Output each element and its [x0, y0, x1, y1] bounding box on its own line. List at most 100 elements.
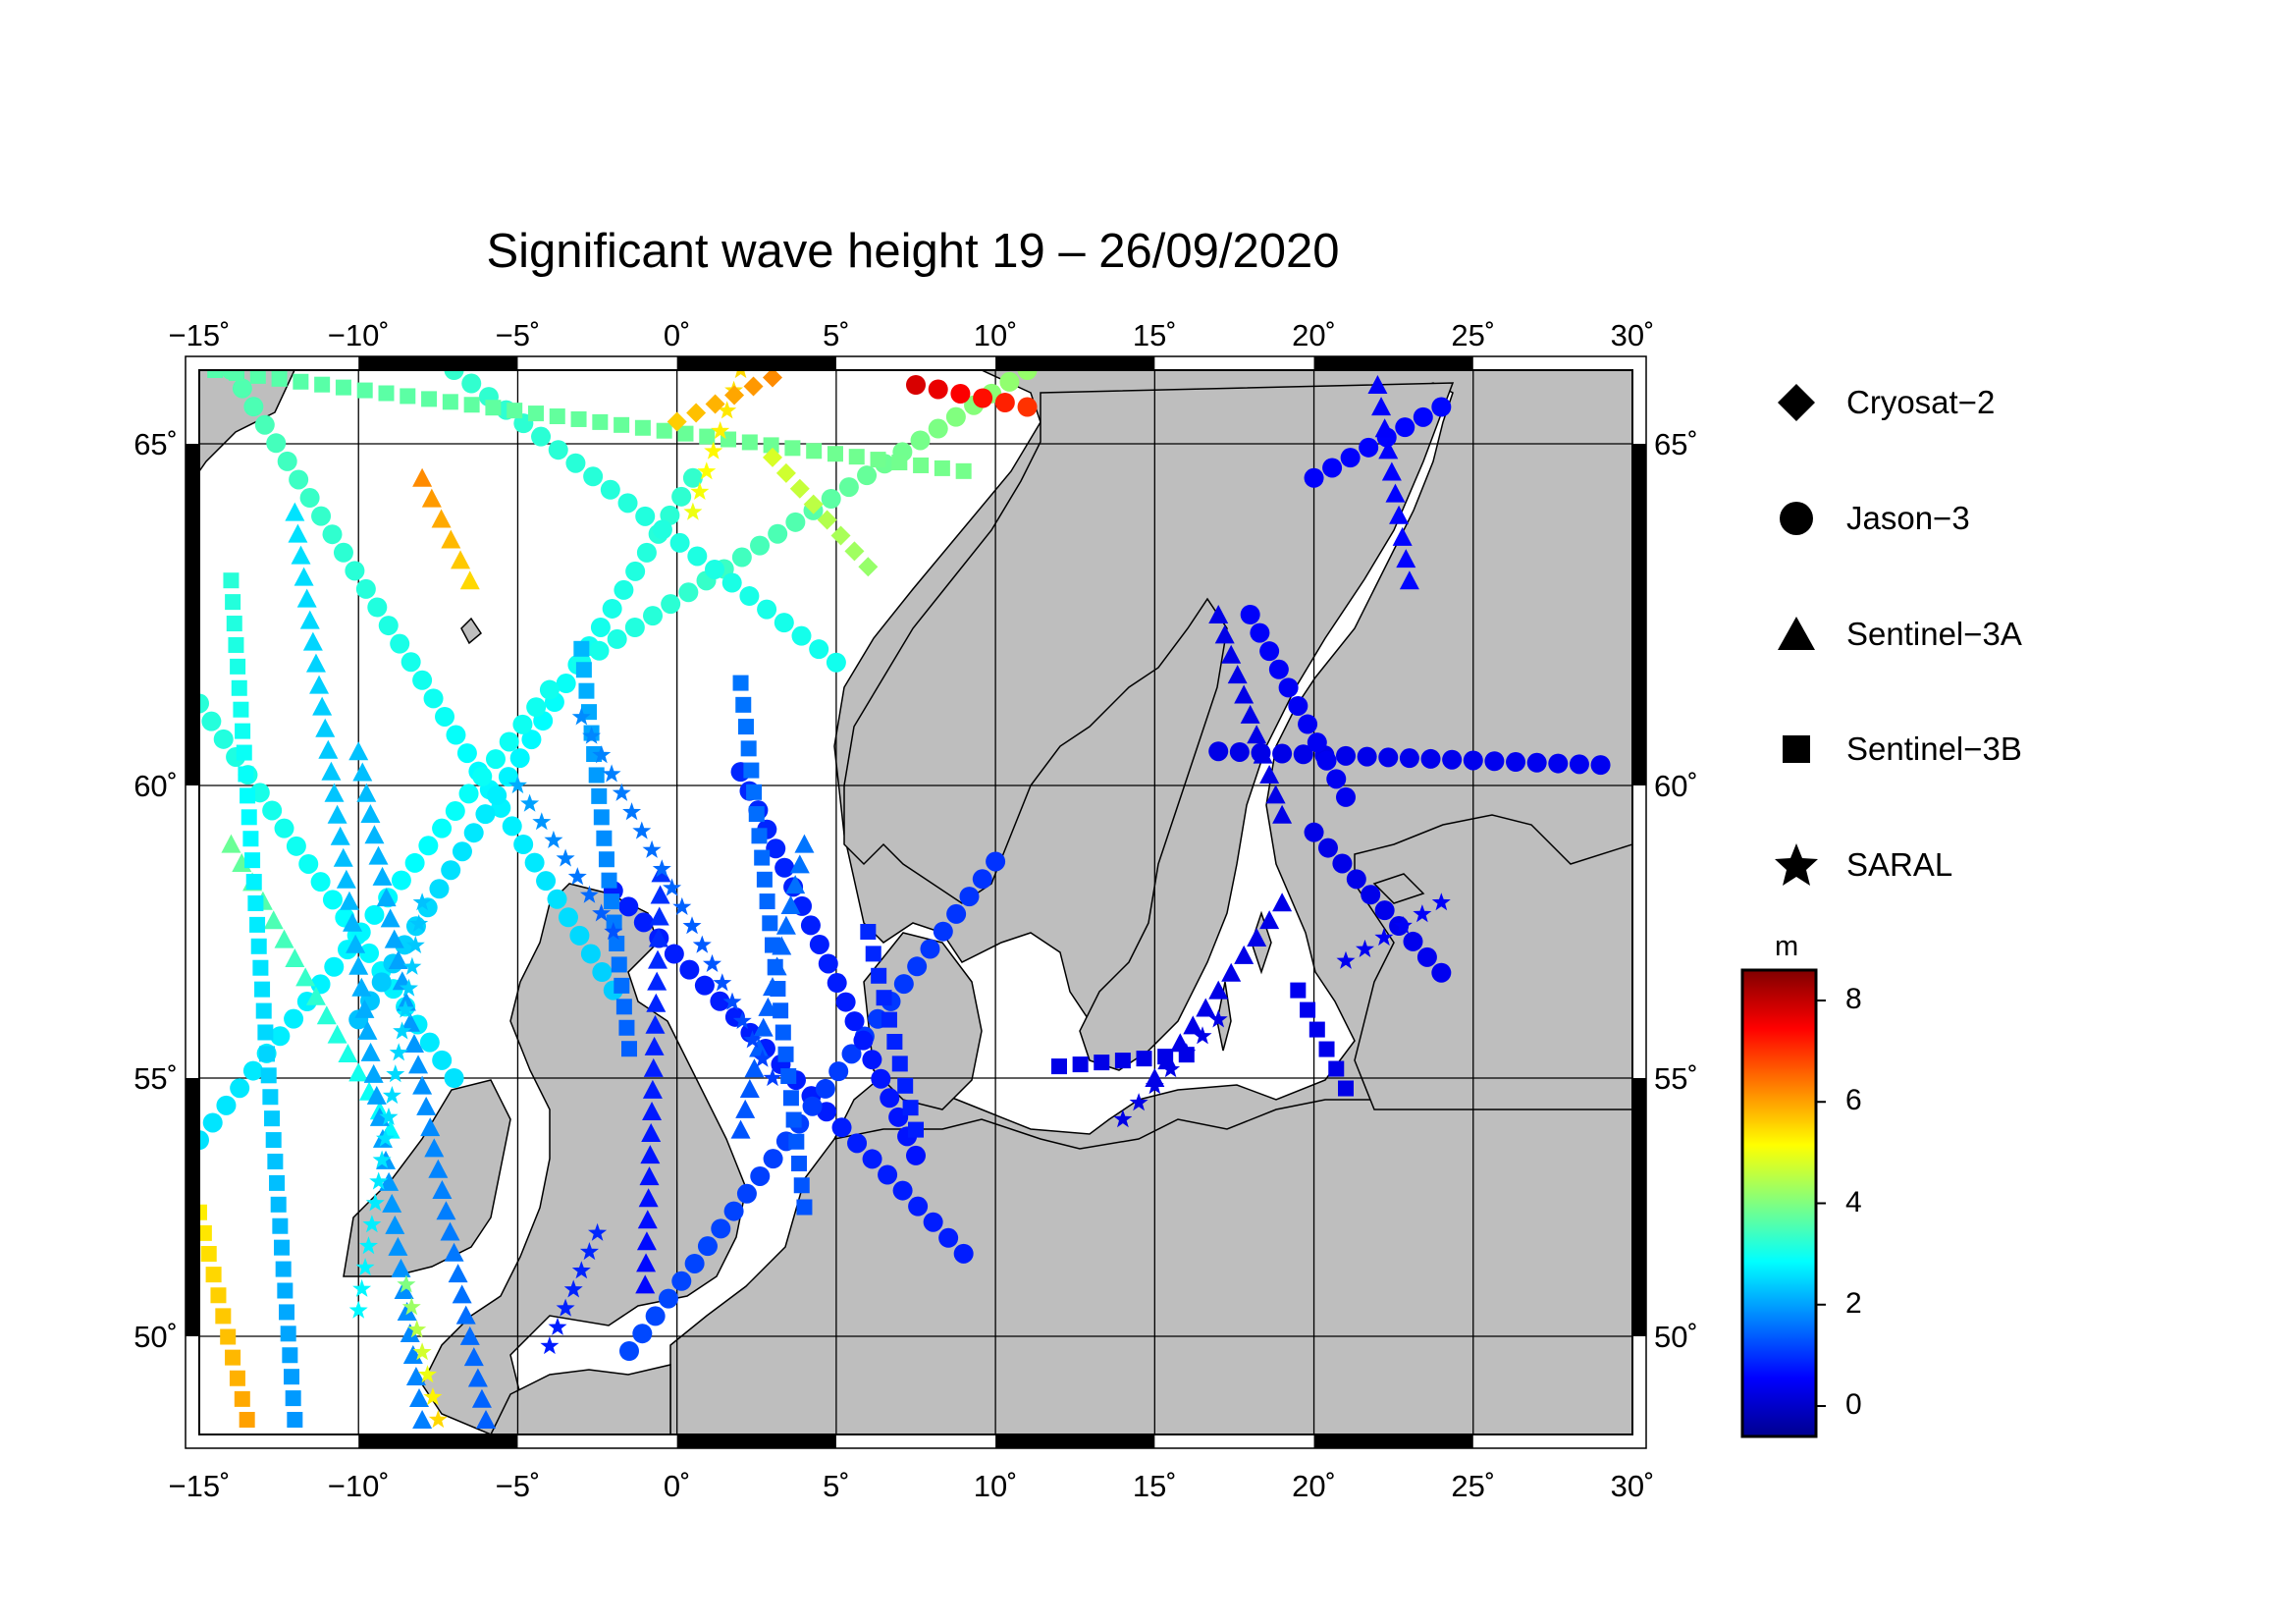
obs-circle — [1431, 397, 1452, 417]
obs-triangle — [1247, 725, 1267, 744]
obs-triangle — [360, 804, 381, 824]
lat-tick-label: 50˚ — [1654, 1320, 1698, 1354]
obs-square — [1072, 1056, 1089, 1073]
obs-circle — [1272, 743, 1293, 764]
obs-triangle — [421, 488, 442, 508]
obs-square — [785, 1111, 802, 1128]
legend-item-saral: SARAL — [1772, 840, 1952, 890]
obs-square — [763, 437, 779, 454]
obs-diamond — [775, 462, 796, 483]
obs-square — [225, 594, 241, 611]
obs-triangle — [775, 915, 796, 935]
obs-star — [1413, 904, 1432, 923]
obs-star — [399, 978, 418, 997]
obs-triangle — [441, 529, 461, 549]
obs-circle — [1326, 769, 1347, 789]
obs-triangle — [274, 929, 294, 948]
obs-star — [407, 1320, 427, 1338]
obs-circle — [435, 706, 455, 727]
obs-circle — [1229, 741, 1250, 762]
obs-square — [356, 382, 373, 399]
obs-circle — [1340, 448, 1361, 468]
obs-circle — [1240, 605, 1260, 624]
lon-tick-label: 15˚ — [1133, 1469, 1177, 1503]
obs-square — [784, 440, 801, 457]
lon-tick-label: 30˚ — [1611, 318, 1655, 352]
obs-circle — [791, 625, 812, 646]
obs-star — [592, 745, 612, 764]
obs-circle — [835, 992, 856, 1012]
obs-triangle — [749, 1038, 770, 1057]
obs-circle — [736, 1183, 757, 1204]
obs-star — [348, 1300, 368, 1319]
obs-square — [897, 1077, 914, 1094]
legend-label: Sentinel−3B — [1846, 730, 2022, 767]
lon-tick-label: 10˚ — [974, 318, 1018, 352]
frame-segment — [358, 356, 518, 370]
obs-circle — [785, 512, 806, 532]
obs-star — [663, 878, 682, 896]
obs-star — [1393, 916, 1413, 935]
obs-square — [259, 1046, 276, 1062]
obs-star — [401, 1297, 421, 1316]
obs-circle — [750, 1165, 771, 1186]
obs-square — [247, 894, 264, 911]
obs-circle — [853, 1030, 874, 1051]
continental-europe-landmass — [669, 1099, 1632, 1434]
obs-triangle — [635, 1274, 656, 1294]
obs-triangle — [388, 1236, 408, 1256]
obs-square — [238, 766, 254, 783]
obs-circle — [583, 466, 604, 487]
obs-star — [682, 916, 702, 935]
obs-square — [264, 1110, 281, 1127]
obs-square — [611, 956, 627, 973]
obs-square — [269, 1174, 286, 1191]
legend-item-cryosat: Cryosat−2 — [1772, 378, 1995, 427]
obs-triangle — [343, 912, 363, 932]
obs-circle — [938, 1227, 959, 1248]
obs-square — [267, 1153, 284, 1169]
obs-triangle — [739, 1079, 760, 1099]
obs-square — [606, 914, 622, 931]
obs-square — [699, 428, 716, 445]
obs-square — [220, 1328, 237, 1345]
obs-diamond — [686, 403, 707, 423]
obs-square — [234, 1390, 250, 1407]
obs-square — [748, 806, 765, 823]
obs-circle — [645, 1306, 666, 1326]
obs-circle — [844, 1011, 865, 1032]
obs-star — [567, 867, 587, 886]
obs-circle — [498, 767, 518, 787]
obs-star — [582, 726, 602, 744]
obs-circle — [499, 731, 519, 752]
obs-star — [396, 1000, 415, 1018]
obs-star — [389, 1043, 408, 1061]
obs-circle — [800, 915, 821, 936]
obs-circle — [828, 1061, 849, 1082]
obs-circle — [618, 896, 639, 917]
obs-circle — [345, 561, 365, 581]
obs-circle — [614, 579, 634, 600]
obs-square — [277, 1282, 294, 1299]
axis-tick-labels: −15˚ −15˚ −10˚ −10˚ −5˚ −5˚ 0˚ 0˚ 5˚ 5˚ 10˚ 10˚ 15˚ 1… — [133, 318, 1698, 1503]
inner-border — [198, 369, 1633, 1435]
colorbar-tick-label: 6 — [1845, 1084, 1862, 1117]
obs-triangle — [643, 1057, 664, 1077]
obs-circle — [1250, 622, 1270, 643]
obs-circle — [757, 599, 777, 620]
frame-segment — [186, 1078, 199, 1336]
obs-triangle — [463, 1347, 484, 1367]
obs-circle — [485, 749, 506, 770]
obs-circle — [202, 1112, 223, 1133]
obs-square — [236, 744, 252, 761]
obs-square — [254, 981, 271, 998]
obs-circle — [199, 693, 209, 714]
lon-tick-label: −10˚ — [328, 318, 390, 352]
obs-circle — [444, 370, 464, 380]
obs-square — [881, 1011, 897, 1028]
obs-circle — [893, 974, 914, 995]
obs-star — [397, 1274, 416, 1293]
obs-triangle — [1253, 744, 1273, 764]
obs-circle — [355, 578, 376, 599]
obs-triangle — [1399, 570, 1419, 590]
